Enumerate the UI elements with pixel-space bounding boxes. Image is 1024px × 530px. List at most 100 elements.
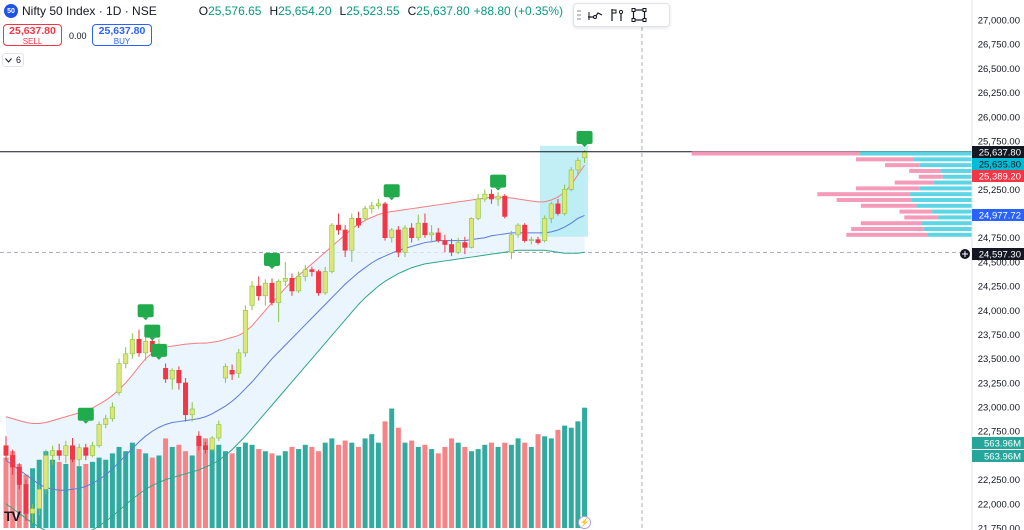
candle-body [229, 369, 235, 375]
volume-bar [502, 442, 508, 528]
price-label-text: 25,637.80 [979, 148, 1021, 159]
volume-bar [96, 457, 102, 528]
rectangle-icon[interactable] [628, 4, 650, 26]
volume-bar [442, 446, 448, 528]
high-value: 25,654.20 [278, 4, 332, 18]
signal-marker [150, 343, 167, 357]
volume-bar [342, 440, 348, 528]
signal-marker-pointer [581, 144, 588, 148]
bollinger-lower-line [5, 249, 585, 530]
volume-bar [522, 442, 528, 528]
price-label-tag [972, 248, 1024, 260]
fib-retracement-icon[interactable] [606, 4, 628, 26]
price-label-text: 563.96M [984, 439, 1021, 450]
sell-label: SELL [22, 37, 43, 46]
bollinger-upper-line [5, 164, 585, 424]
price-tick-label: 24,500.00 [978, 257, 1020, 268]
candle-body [109, 406, 115, 419]
volume-profile-down-bar [904, 215, 939, 220]
lightning-icon[interactable]: ⚡ [578, 516, 591, 529]
volume-profile-down-bar [918, 174, 943, 179]
price-tick-label: 26,500.00 [978, 64, 1020, 75]
candle-body [508, 234, 514, 253]
candle-body [555, 203, 561, 214]
volume-bar [242, 442, 248, 528]
long-position-icon[interactable] [584, 4, 606, 26]
buy-label: BUY [113, 37, 131, 46]
candle-body [462, 242, 468, 248]
volume-bar [183, 451, 189, 528]
signal-marker-pointer [142, 317, 149, 321]
price-label-text: 24,597.30 [979, 250, 1021, 261]
volume-bar [149, 457, 155, 528]
volume-bar [488, 442, 494, 528]
price-tick-label: 23,500.00 [978, 354, 1020, 365]
volume-bar [528, 446, 534, 528]
drag-handle-icon[interactable] [574, 4, 584, 26]
signal-marker-pointer [269, 265, 275, 269]
volume-bar [349, 442, 355, 528]
candle-body [169, 369, 175, 380]
candle-body [249, 285, 255, 306]
candle-body [242, 309, 248, 354]
candle-body [276, 280, 282, 303]
candle-body [316, 271, 322, 294]
candle-body [289, 278, 295, 292]
candle-body [502, 195, 508, 217]
buy-button[interactable]: 25,637.80 BUY [92, 24, 152, 46]
candle-body [369, 205, 375, 209]
volume-bar [216, 444, 222, 528]
volume-bar [289, 446, 295, 528]
volume-bar [309, 446, 315, 528]
volume-bar [375, 442, 381, 528]
symbol-title[interactable]: Nifty 50 Index · 1D · NSE [22, 4, 157, 18]
price-tick-label: 22,750.00 [978, 427, 1020, 438]
price-label-text: 24,977.72 [979, 211, 1021, 222]
volume-profile [691, 151, 972, 237]
volume-profile-up-bar [940, 168, 972, 173]
candle-body [335, 224, 341, 231]
tradingview-logo[interactable]: TV [4, 508, 21, 524]
volume-bar [316, 451, 322, 528]
volume-bar [262, 451, 268, 528]
signal-marker-pointer [155, 356, 162, 360]
candle-body [123, 353, 129, 364]
volume-bar [508, 444, 514, 528]
price-tick-label: 24,000.00 [978, 306, 1020, 317]
indicators-count: 6 [15, 55, 21, 65]
drawing-toolbar [573, 3, 670, 27]
volume-bar [382, 421, 388, 528]
volume-bar [203, 438, 208, 528]
volume-bar [495, 446, 501, 528]
volume-profile-up-bar [921, 221, 972, 226]
sell-button[interactable]: 25,637.80 SELL [3, 24, 62, 46]
indicators-toggle-button[interactable]: 6 [2, 53, 24, 67]
candle-body [76, 447, 82, 460]
candle-body [163, 368, 169, 380]
volume-bar [515, 438, 521, 528]
volume-profile-down-bar [894, 180, 934, 185]
price-tick-label: 26,250.00 [978, 88, 1020, 99]
volume-bar [276, 455, 282, 528]
volume-bar [10, 451, 16, 528]
volume-profile-up-bar [923, 227, 972, 232]
candle-body [203, 445, 209, 450]
price-label-tag [972, 437, 1024, 449]
candle-body [89, 445, 95, 456]
candle-body [342, 229, 348, 251]
volume-bar [435, 453, 441, 528]
volume-bar [469, 451, 474, 528]
candle-body [96, 424, 102, 447]
volume-profile-up-bar [938, 215, 972, 220]
volume-bar [422, 444, 428, 528]
volume-bar [189, 455, 195, 528]
candle-body [222, 366, 228, 379]
price-axis[interactable]: 27,000.00 26,750.00 26,500.00 26,250.00 26,0… [960, 0, 1024, 530]
candle-body [43, 455, 49, 490]
price-tick-label: 22,250.00 [978, 475, 1020, 486]
signal-marker [576, 131, 593, 145]
volume-bar [129, 442, 135, 528]
candle-body [575, 160, 581, 171]
volume-bar [156, 455, 162, 528]
